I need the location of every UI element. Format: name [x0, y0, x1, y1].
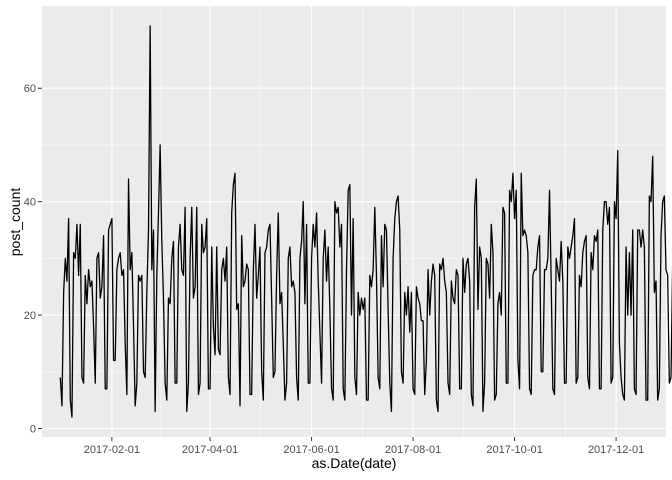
- x-tick-label: 2017-02-01: [84, 444, 140, 456]
- x-tick-label: 2017-10-01: [486, 444, 542, 456]
- x-tick-label: 2017-04-01: [182, 444, 238, 456]
- series-line-post-count: [59, 25, 672, 418]
- x-tick-label: 2017-06-01: [283, 444, 339, 456]
- plot-panel: [42, 6, 666, 437]
- x-axis: 2017-02-01 2017-04-01 2017-06-01 2017-08-01…: [84, 437, 644, 456]
- y-tick-label: 60: [24, 83, 36, 95]
- y-tick-label: 0: [30, 423, 36, 435]
- x-tick-label: 2017-12-01: [588, 444, 644, 456]
- y-axis: 0 20 40 60: [24, 83, 42, 435]
- y-axis-title: post_count: [7, 188, 23, 257]
- x-tick-label: 2017-08-01: [385, 444, 441, 456]
- x-axis-title: as.Date(date): [312, 455, 397, 471]
- y-tick-label: 20: [24, 310, 36, 322]
- y-tick-label: 40: [24, 197, 36, 209]
